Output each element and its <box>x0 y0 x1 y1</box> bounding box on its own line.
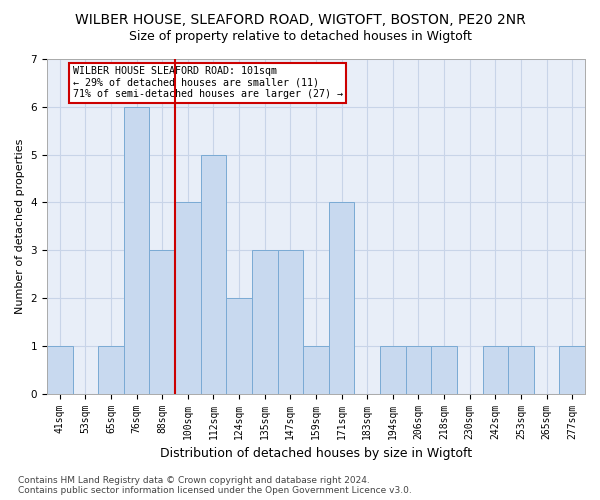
Bar <box>200 154 226 394</box>
Text: WILBER HOUSE SLEAFORD ROAD: 101sqm
← 29% of detached houses are smaller (11)
71%: WILBER HOUSE SLEAFORD ROAD: 101sqm ← 29%… <box>73 66 343 100</box>
Bar <box>559 346 585 394</box>
Bar <box>124 107 149 394</box>
Bar <box>380 346 406 394</box>
Text: Contains HM Land Registry data © Crown copyright and database right 2024.
Contai: Contains HM Land Registry data © Crown c… <box>18 476 412 495</box>
Y-axis label: Number of detached properties: Number of detached properties <box>15 138 25 314</box>
Bar <box>47 346 73 394</box>
Text: Size of property relative to detached houses in Wigtoft: Size of property relative to detached ho… <box>128 30 472 43</box>
Bar <box>406 346 431 394</box>
Bar <box>175 202 200 394</box>
Bar <box>98 346 124 394</box>
Bar <box>431 346 457 394</box>
Bar <box>482 346 508 394</box>
Text: WILBER HOUSE, SLEAFORD ROAD, WIGTOFT, BOSTON, PE20 2NR: WILBER HOUSE, SLEAFORD ROAD, WIGTOFT, BO… <box>74 12 526 26</box>
Bar <box>252 250 278 394</box>
Bar <box>508 346 534 394</box>
Bar <box>149 250 175 394</box>
Bar <box>329 202 355 394</box>
Bar <box>226 298 252 394</box>
X-axis label: Distribution of detached houses by size in Wigtoft: Distribution of detached houses by size … <box>160 447 472 460</box>
Bar <box>303 346 329 394</box>
Bar <box>278 250 303 394</box>
